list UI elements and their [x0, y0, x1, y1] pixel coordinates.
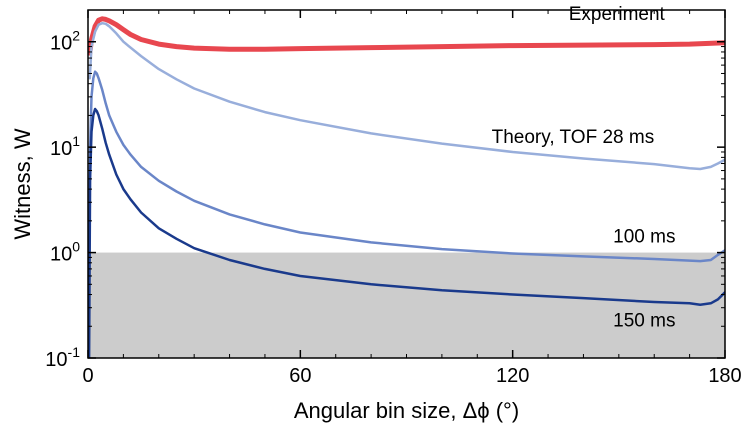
y-tick-label: 101 [50, 133, 80, 160]
x-tick-label: 0 [82, 365, 93, 387]
x-tick-label: 120 [496, 365, 529, 387]
series-line-1 [88, 16, 725, 56]
y-tick-label: 100 [50, 239, 80, 266]
series-annotation-1: Experiment [569, 4, 666, 25]
series-line-3 [88, 70, 725, 263]
y-axis-label: Witness, W [10, 128, 35, 239]
series-annotation-2: Theory, TOF 28 ms [492, 127, 655, 148]
series-annotation-3: 100 ms [613, 226, 675, 247]
y-tick-label: 102 [50, 28, 80, 55]
x-axis-ticks: 0 60 120 180 [82, 10, 742, 387]
series-line-2 [88, 21, 725, 171]
series-line-4 [88, 107, 725, 358]
x-axis-label: Angular bin size, Δϕ (°) [294, 398, 519, 423]
series-annotation-4: 150 ms [613, 310, 675, 331]
non-separable-region [88, 252, 725, 358]
y-tick-label: 10-1 [45, 344, 80, 371]
x-tick-label: 60 [289, 365, 311, 387]
series-layer [88, 16, 725, 358]
x-tick-label: 180 [708, 365, 741, 387]
